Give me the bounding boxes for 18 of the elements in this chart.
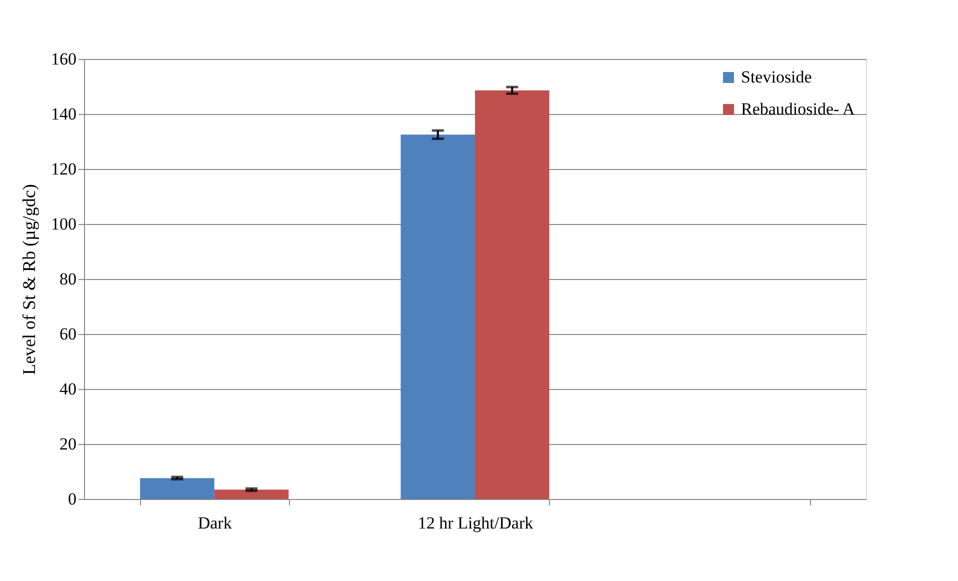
bar bbox=[214, 490, 289, 499]
y-tick-label: 100 bbox=[51, 214, 76, 234]
legend-label: Rebaudioside- A bbox=[741, 100, 856, 118]
y-tick-label: 120 bbox=[51, 160, 76, 178]
y-tick-label: 0 bbox=[68, 490, 76, 508]
y-tick-label: 20 bbox=[60, 434, 76, 454]
bar bbox=[400, 134, 475, 499]
x-tick-label: 12 hr Light/Dark bbox=[418, 514, 534, 532]
bar bbox=[140, 478, 214, 499]
legend-label: Stevioside bbox=[741, 68, 812, 86]
x-tick-label: Dark bbox=[198, 514, 232, 532]
y-tick-label: 80 bbox=[60, 270, 76, 288]
y-tick-label: 60 bbox=[60, 324, 76, 344]
y-tick-label: 140 bbox=[51, 104, 76, 124]
y-tick-label: 160 bbox=[51, 50, 76, 68]
y-axis-title: Level of St & Rb (µg/gdc) bbox=[19, 184, 39, 375]
bar bbox=[475, 90, 550, 499]
y-tick-label: 40 bbox=[60, 380, 76, 398]
